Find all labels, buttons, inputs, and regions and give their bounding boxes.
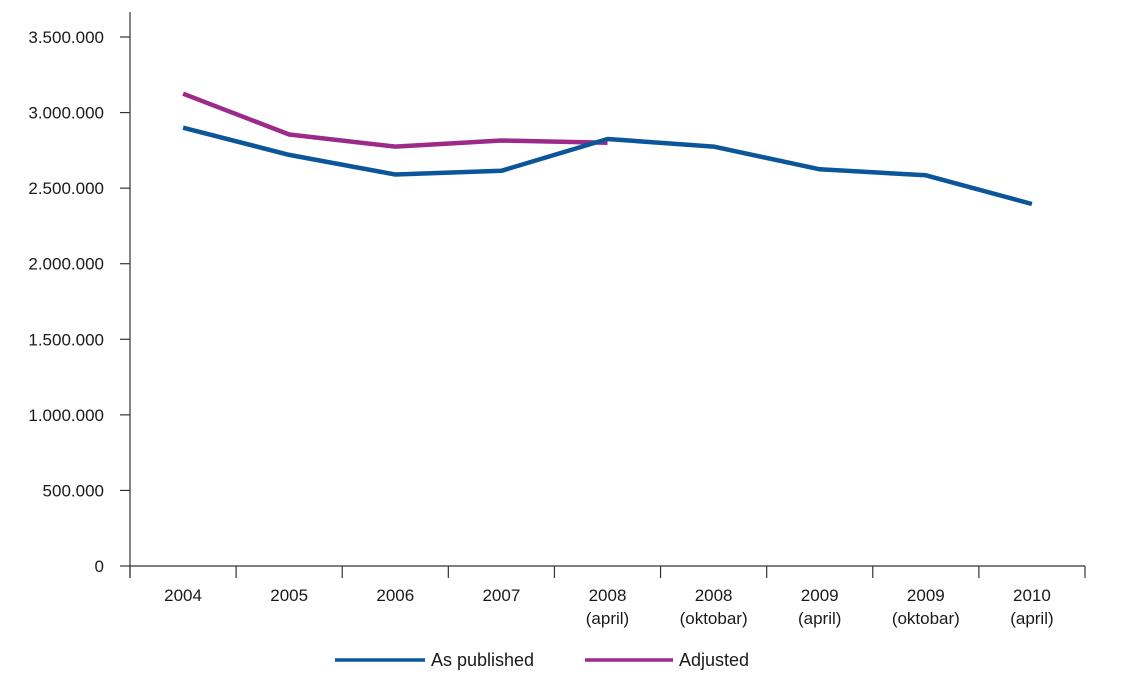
legend-label: As published (431, 650, 534, 670)
x-tick-label: 2004 (164, 586, 202, 605)
x-tick-label: 2010 (april) (1010, 586, 1053, 628)
y-tick-label: 1.000.000 (28, 406, 104, 425)
x-tick-label-line: (april) (1010, 609, 1053, 628)
x-tick-label-line: 2005 (270, 586, 308, 605)
y-tick-label: 2.500.000 (28, 179, 104, 198)
series-line-adjusted (182, 91, 608, 149)
y-tick-label: 1.500.000 (28, 330, 104, 349)
x-tick-label: 2005 (270, 586, 308, 605)
x-tick-label: 2009 (april) (798, 586, 841, 628)
series-line-as-published (182, 125, 1033, 207)
legend-label: Adjusted (679, 650, 749, 670)
x-tick-label-line: (april) (586, 609, 629, 628)
x-tick-label-line: 2006 (376, 586, 414, 605)
y-tick-label: 500.000 (43, 481, 104, 500)
x-tick-label: 2008 (oktobar) (680, 586, 748, 628)
y-tick-label: 2.000.000 (28, 255, 104, 274)
x-tick-label-line: 2007 (482, 586, 520, 605)
x-tick-label: 2007 (482, 586, 520, 605)
x-tick-label-line: 2008 (695, 586, 733, 605)
y-tick-label: 0 (95, 557, 104, 576)
x-tick-label-line: 2009 (801, 586, 839, 605)
x-tick-label-line: 2004 (164, 586, 202, 605)
x-tick-label-line: (oktobar) (892, 609, 960, 628)
y-tick-label: 3.500.000 (28, 28, 104, 47)
x-tick-label-line: 2008 (589, 586, 627, 605)
x-tick-label-line: 2009 (907, 586, 945, 605)
x-axis-ticks: 2004 2005 2006 2007 2008 (april) 2008 (oktobar)… (129, 566, 1086, 628)
legend: As published Adjusted (335, 650, 749, 670)
x-tick-label-line: 2010 (1013, 586, 1051, 605)
y-axis-ticks: 0 500.000 1.000.000 1.500.000 2.000.000 2.500… (28, 28, 130, 576)
x-tick-label: 2008 (april) (586, 586, 629, 628)
x-tick-label: 2006 (376, 586, 414, 605)
x-tick-label: 2009 (oktobar) (892, 586, 960, 628)
x-tick-label-line: (oktobar) (680, 609, 748, 628)
axes (129, 12, 1085, 578)
x-tick-label-line: (april) (798, 609, 841, 628)
y-tick-label: 3.000.000 (28, 104, 104, 123)
series-layer (182, 91, 1033, 207)
